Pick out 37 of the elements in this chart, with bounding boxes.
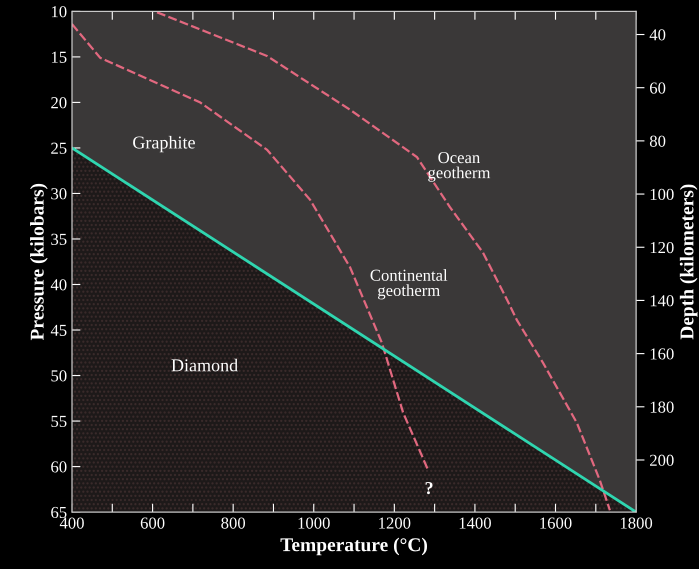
x-tick-label: 1800 bbox=[620, 517, 652, 529]
y2-tick-label: 100 bbox=[650, 188, 674, 200]
annotation: ? bbox=[426, 482, 433, 494]
x-tick-label: 1600 bbox=[540, 517, 572, 529]
y2-tick-label: 140 bbox=[650, 295, 674, 306]
x-tick-label: 400 bbox=[60, 517, 84, 529]
y2-tick-label: 160 bbox=[650, 348, 674, 360]
y2-tick-label: 60 bbox=[650, 82, 666, 94]
y-tick-label: 40 bbox=[50, 279, 66, 290]
y-tick-label: 55 bbox=[51, 416, 66, 428]
y-tick-label: 15 bbox=[52, 52, 66, 63]
x-tick-label: 1400 bbox=[460, 517, 491, 529]
x-tick-label: 800 bbox=[221, 517, 246, 529]
series-label: Ocean geotherm bbox=[428, 152, 490, 182]
y2-tick-label: 180 bbox=[650, 401, 674, 413]
y2-tick-label: 200 bbox=[650, 454, 674, 466]
x-axis-title: Temperature (°C) bbox=[280, 538, 428, 556]
x-tick-label: 600 bbox=[140, 517, 164, 529]
annotation: Graphite bbox=[133, 136, 195, 152]
y-tick-label: 30 bbox=[51, 188, 66, 200]
y-tick-label: 25 bbox=[51, 142, 66, 154]
x-tick-label: 1200 bbox=[379, 517, 410, 529]
y-tick-label: 50 bbox=[51, 370, 66, 382]
y-tick-label: 45 bbox=[50, 324, 66, 336]
y2-axis-title: Depth (kilometers) bbox=[680, 184, 698, 340]
y-axis-title: Pressure (kilobars) bbox=[30, 184, 48, 340]
y-tick-label: 10 bbox=[52, 6, 66, 18]
y-tick-label: 65 bbox=[51, 506, 66, 518]
y-tick-label: 60 bbox=[51, 461, 66, 473]
y-tick-label: 35 bbox=[51, 234, 66, 245]
y2-tick-label: 80 bbox=[650, 136, 666, 147]
x-tick-label: 1000 bbox=[298, 517, 330, 529]
series-label: Continental geotherm bbox=[370, 269, 448, 300]
annotation: Diamond bbox=[171, 358, 238, 372]
y-tick-label: 20 bbox=[51, 97, 66, 108]
y2-tick-label: 40 bbox=[650, 29, 666, 40]
y2-tick-label: 120 bbox=[650, 242, 674, 254]
